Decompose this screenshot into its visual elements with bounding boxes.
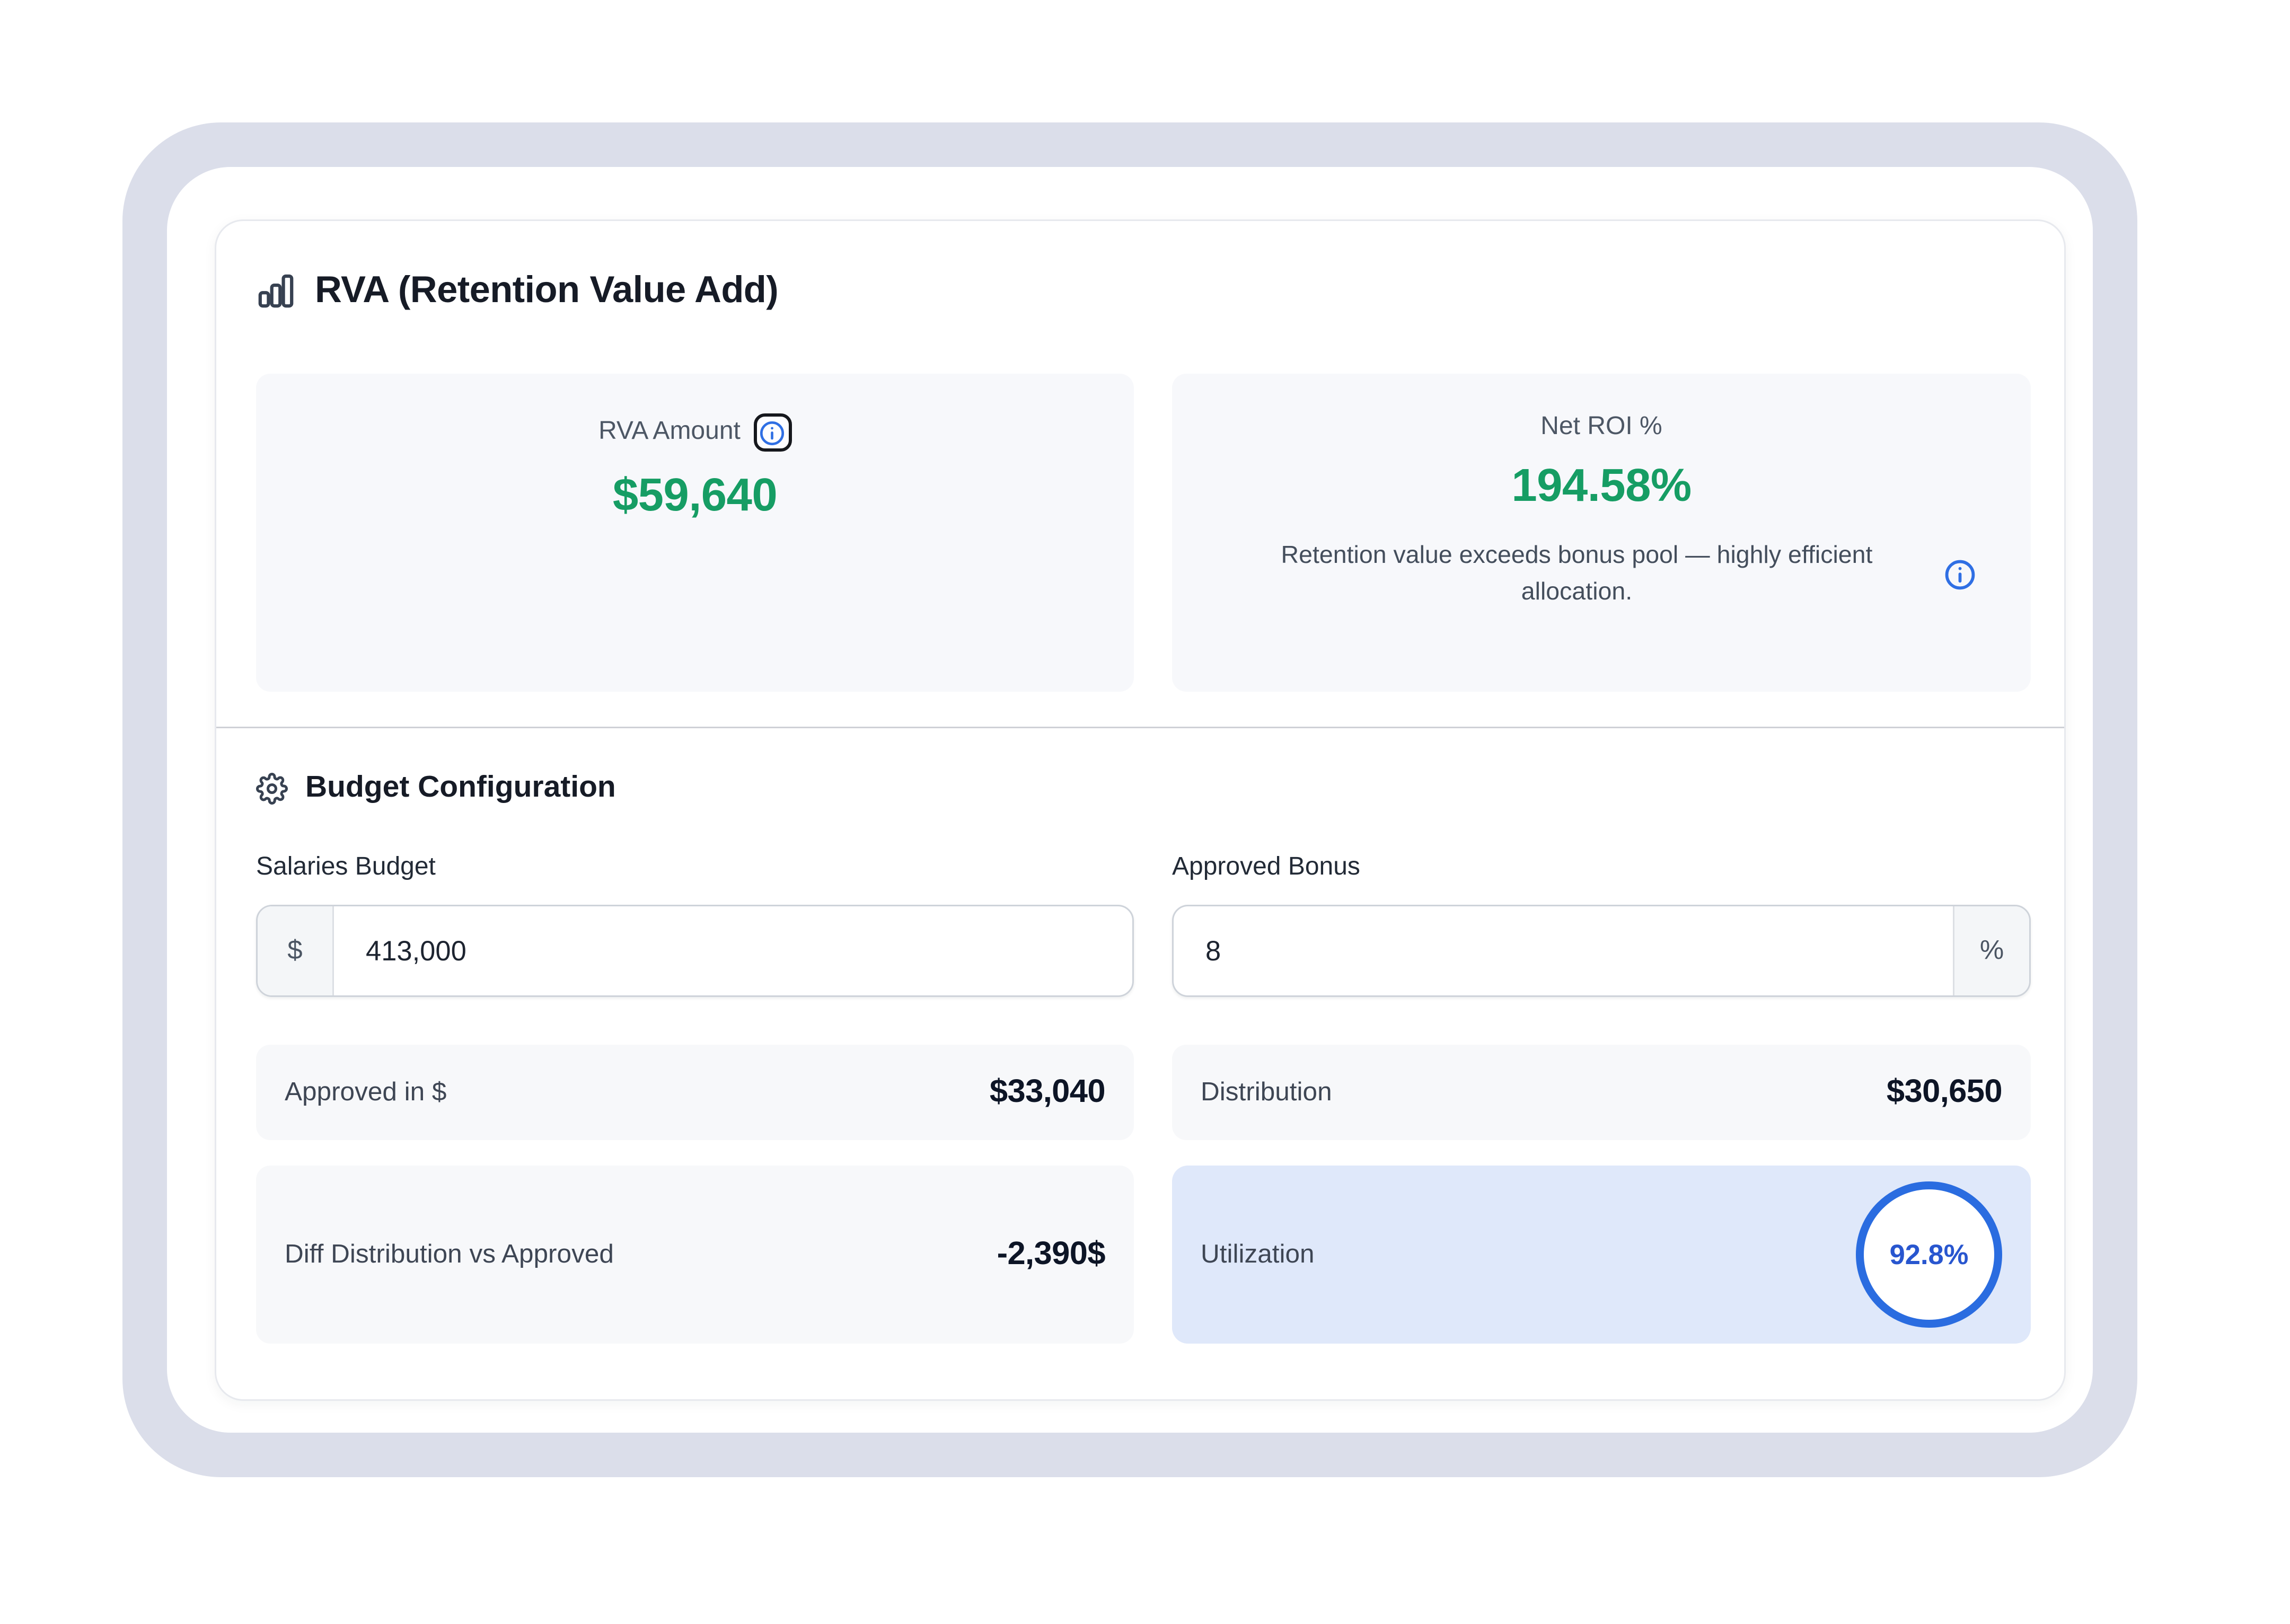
approved-in-dollars-label: Approved in $ <box>285 1077 447 1106</box>
net-roi-value: 194.58% <box>1511 461 1692 512</box>
rva-amount-info-button[interactable] <box>753 413 791 452</box>
net-roi-info-icon[interactable] <box>1943 558 1976 591</box>
rva-amount-value: $59,640 <box>612 471 778 522</box>
net-roi-box: Net ROI % 194.58% Retention value exceed… <box>1172 374 2031 692</box>
approved-in-dollars-value: $33,040 <box>989 1073 1106 1110</box>
distribution-label: Distribution <box>1201 1077 1332 1106</box>
budget-config-title: Budget Configuration <box>305 771 616 805</box>
utilization-badge: 92.8% <box>1856 1181 2002 1328</box>
approved-bonus-input-group: % <box>1172 905 2031 997</box>
net-roi-label: Net ROI % <box>1540 413 1662 440</box>
approved-bonus-label: Approved Bonus <box>1172 854 1360 881</box>
bar-chart-icon <box>256 270 296 310</box>
rva-amount-label: RVA Amount <box>598 418 741 445</box>
percent-suffix-addon: % <box>1953 906 2029 995</box>
rva-amount-box: RVA Amount $59,640 <box>256 374 1134 692</box>
approved-bonus-input[interactable] <box>1174 906 1953 995</box>
utilization-label: Utilization <box>1201 1239 1315 1268</box>
salaries-budget-input[interactable] <box>334 906 1132 995</box>
utilization-row: Utilization 92.8% <box>1172 1166 2031 1344</box>
net-roi-note-text: Retention value exceeds bonus pool — hig… <box>1281 542 1873 606</box>
dollar-prefix-addon: $ <box>258 906 334 995</box>
salaries-budget-label: Salaries Budget <box>256 854 436 881</box>
distribution-row: Distribution $30,650 <box>1172 1045 2031 1140</box>
salaries-budget-input-group: $ <box>256 905 1134 997</box>
page-title: RVA (Retention Value Add) <box>315 269 779 310</box>
diff-distribution-label: Diff Distribution vs Approved <box>285 1239 614 1268</box>
diff-distribution-value: -2,390$ <box>997 1235 1106 1272</box>
approved-in-dollars-row: Approved in $ $33,040 <box>256 1045 1134 1140</box>
rva-card: RVA (Retention Value Add) RVA Amount $59… <box>215 219 2066 1401</box>
diff-distribution-row: Diff Distribution vs Approved -2,390$ <box>256 1166 1134 1344</box>
distribution-value: $30,650 <box>1886 1073 2003 1110</box>
budget-config-header: Budget Configuration <box>256 771 616 806</box>
section-divider <box>216 727 2064 728</box>
gear-icon <box>256 773 288 805</box>
net-roi-note: Retention value exceeds bonus pool — hig… <box>1195 537 2008 612</box>
card-header: RVA (Retention Value Add) <box>256 269 779 312</box>
